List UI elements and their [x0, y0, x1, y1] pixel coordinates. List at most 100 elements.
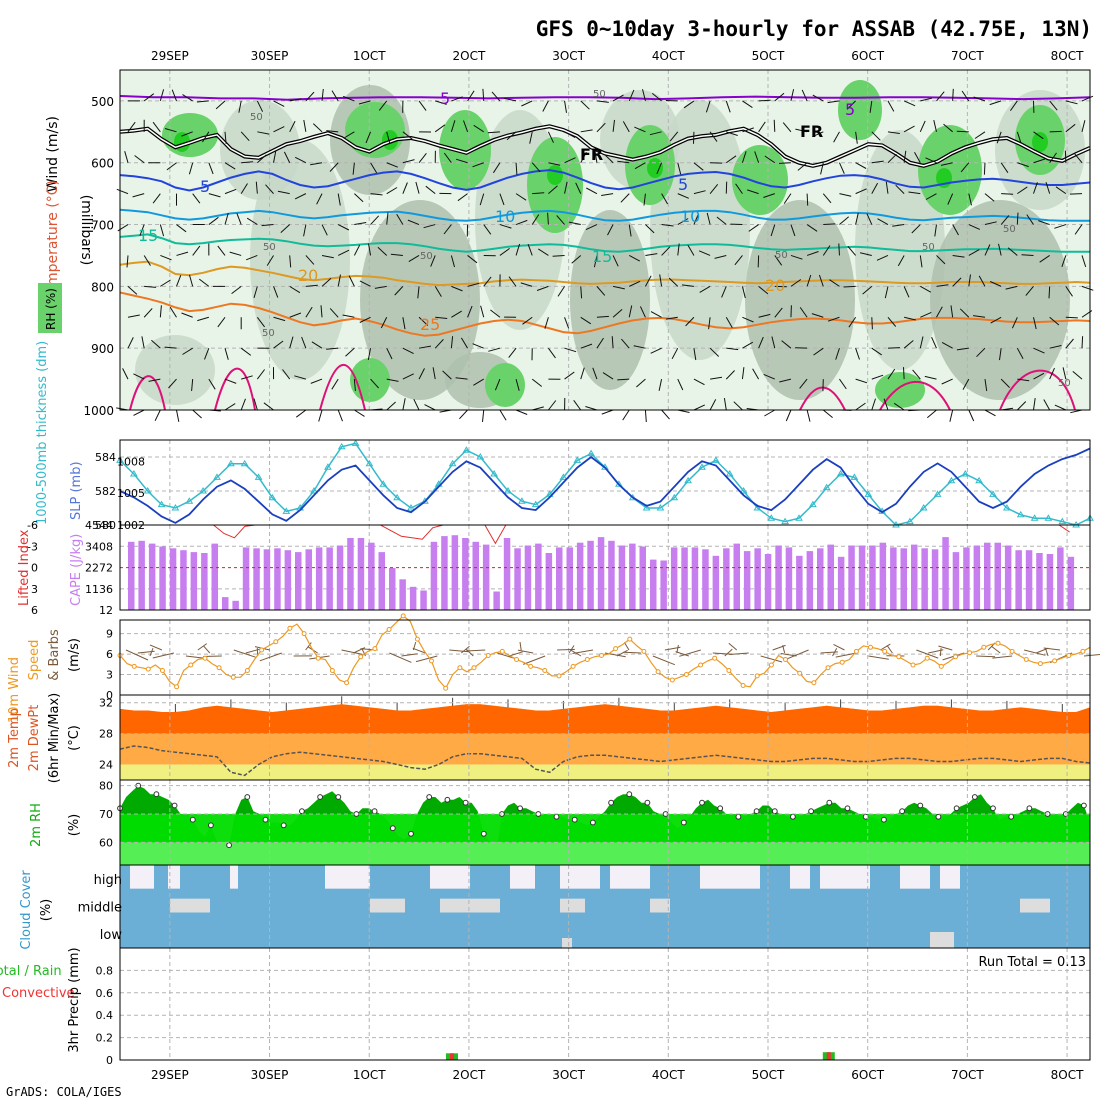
cloud-high-gap	[790, 865, 810, 889]
cape-bar	[253, 548, 259, 610]
wind-barb	[839, 244, 840, 256]
rh2m-point	[900, 809, 905, 814]
rh2m-point	[263, 817, 268, 822]
cape-bar	[984, 543, 991, 610]
lifted-index-tick-label: 6	[31, 604, 38, 617]
cape-bar	[514, 548, 521, 610]
rh2m-point	[372, 809, 377, 814]
wind-speed-point	[656, 670, 660, 674]
contour-label-l5c: 5	[200, 177, 210, 196]
wind-barb	[779, 163, 791, 164]
rh-shading-blob-green	[439, 110, 491, 190]
rh-shading-core	[647, 158, 663, 178]
wind-speed-point	[854, 649, 858, 653]
rh2m-point	[827, 800, 832, 805]
wind-speed-point	[784, 658, 788, 662]
contour-label-l20a: 20	[298, 266, 318, 285]
time-label-top: 6OCT	[851, 49, 884, 63]
cape-bar	[713, 556, 720, 610]
cape-bar	[890, 547, 897, 610]
upper-air-ylabel-rh: RH (%)	[44, 288, 58, 330]
wind-speed-point	[1067, 654, 1071, 658]
wind-speed-point	[982, 645, 986, 649]
wind-speed-point	[755, 674, 759, 678]
rh2m-point	[645, 800, 650, 805]
cloud-mid-gap	[1020, 899, 1050, 913]
contour-label-l15a: 15	[138, 226, 158, 245]
rh-shading-blob	[930, 200, 1070, 400]
wind-tick-label: 9	[106, 628, 113, 641]
time-label-top: 29SEP	[151, 49, 189, 63]
wind-barb	[1001, 194, 1013, 195]
precip-tick-label: 0.4	[96, 1009, 114, 1022]
precip-run-total: Run Total = 0.13	[978, 955, 1086, 970]
contour-label-l20b: 20	[765, 276, 785, 295]
time-label-bottom: 29SEP	[151, 1068, 189, 1082]
temp-low-band	[120, 765, 1090, 780]
rh2m-point	[1027, 806, 1032, 811]
cape-bar	[535, 544, 542, 610]
rh2m-point	[627, 792, 632, 797]
rh2m-point	[1009, 814, 1014, 819]
cape-bar	[859, 546, 866, 611]
wind-speed-point	[571, 664, 575, 668]
cape-bar	[1036, 553, 1043, 610]
time-label-top: 8OCT	[1051, 49, 1084, 63]
wind-speed-point	[670, 678, 674, 682]
cloud-high-gap	[325, 865, 370, 889]
temp-ylabel-2: 2m DewPt	[27, 705, 42, 772]
precip-ylabel-3: 3hr Precip (mm)	[67, 947, 82, 1052]
cape-bar	[974, 546, 981, 611]
time-label-bottom: 1OCT	[353, 1068, 386, 1082]
wind-speed-point	[175, 685, 179, 689]
cape-bar	[901, 548, 908, 610]
precip-tick-label: 0	[106, 1054, 113, 1067]
rh2m-point	[718, 806, 723, 811]
time-label-top: 2OCT	[453, 49, 486, 63]
wind-speed-point	[146, 667, 150, 671]
rh2m-point	[809, 809, 814, 814]
time-label-bottom: 3OCT	[552, 1068, 585, 1082]
wind-speed-point	[642, 649, 646, 653]
cape-bar	[389, 568, 396, 610]
contour-label-rh50h: 50	[262, 328, 275, 339]
wind-speed-point	[132, 664, 136, 668]
cape-bar	[483, 545, 490, 610]
cape-bar	[744, 551, 751, 610]
cape-bar	[399, 579, 406, 610]
rh2m-point	[390, 826, 395, 831]
rh-shading-blob	[570, 210, 650, 390]
rh2m-point	[591, 820, 596, 825]
wind-speed-point	[557, 674, 561, 678]
wind-speed-point	[444, 686, 448, 690]
cape-bar	[201, 553, 208, 610]
cloud-high-gap	[700, 865, 760, 889]
wind-ylabel-4: (m/s)	[67, 638, 82, 672]
cape-bar	[347, 538, 354, 610]
contour-label-frz1: FR	[580, 145, 603, 164]
temp-ylabel-4: (°C)	[67, 725, 82, 751]
rh2m-point	[754, 809, 759, 814]
precip-tick-label: 0.8	[96, 964, 114, 977]
rh2m-point	[427, 795, 432, 800]
cloud-mid-gap	[650, 899, 670, 913]
rh2m-point	[681, 820, 686, 825]
cape-bar	[306, 549, 313, 610]
wind-speed-point	[1024, 658, 1028, 662]
rh2m-point	[954, 806, 959, 811]
cape-bar	[128, 542, 135, 610]
wind-speed-point	[727, 669, 731, 673]
rh2m-point	[281, 823, 286, 828]
cape-bar	[159, 547, 166, 611]
wind-speed-point	[1038, 662, 1042, 666]
cape-bar	[441, 536, 448, 610]
rh2m-point	[300, 809, 305, 814]
rh2m-point	[609, 800, 614, 805]
wind-speed-point	[1081, 649, 1085, 653]
cape-bar	[807, 551, 814, 610]
cape-tick-label: 4544	[85, 519, 113, 532]
rh2m-point	[791, 814, 796, 819]
rh2m-point	[172, 803, 177, 808]
pressure-tick-label: 800	[91, 280, 114, 294]
